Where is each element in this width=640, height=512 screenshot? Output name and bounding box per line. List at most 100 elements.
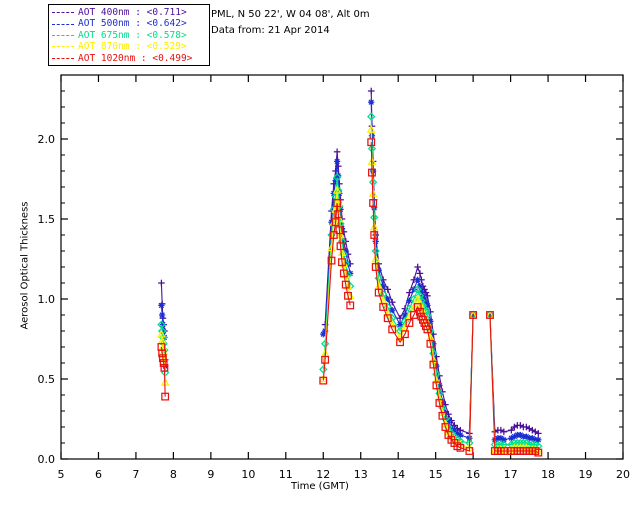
x-tick-label: 12 [316,468,330,481]
data-point-square [333,199,342,207]
data-point-triangle [336,230,345,239]
data-point-square [383,314,392,323]
data-point-square [344,291,352,300]
data-point-diamond [516,438,525,448]
x-tick-label: 8 [170,468,177,481]
data-point-square [413,303,422,311]
series-line [489,314,539,434]
data-point-square [368,168,376,177]
y-axis: 0.0 0.5 1.0 1.5 2.0 [38,90,623,466]
y-tick-label: 1.0 [38,293,56,306]
y-tick-label: 0.5 [38,373,56,386]
x-tick-label: 20 [616,468,630,481]
data-point-plus [497,426,505,434]
legend-item-label: AOT 1020nm : <0.499> [78,52,193,64]
data-point-square [441,423,450,431]
data-point-plus [414,263,421,271]
data-point-asterisk [500,436,507,443]
x-tick-label: 17 [504,468,518,481]
y-tick-label: 2.0 [38,133,56,146]
data-point-square [339,269,348,278]
x-tick-label: 13 [354,468,368,481]
data-point-asterisk [535,436,542,443]
x-axis-title: Time (GMT) [291,481,349,492]
data-point-asterisk [389,307,396,314]
series-line [489,314,539,441]
legend-item-label: AOT 870nm : <0.529> [78,41,187,53]
data-point-square [338,258,346,267]
data-point-square [329,231,338,239]
data-point-square [159,359,168,367]
data-point-plus [508,426,515,434]
data-point-square [371,263,380,271]
data-point-plus [517,422,524,429]
data-point-plus [406,289,413,296]
x-tick-label: 9 [207,468,214,481]
data-point-square [341,280,350,289]
data-point-square [438,411,447,420]
series-layer [157,87,543,457]
data-point-square [319,376,328,385]
legend-line-swatch-icon [52,23,74,25]
data-point-diamond [367,112,376,121]
x-tick-label: 10 [241,468,255,481]
data-point-plus [416,270,424,277]
y-axis-title: Aerosol Optical Thickness [19,201,31,330]
data-point-square [160,363,169,372]
series-aot-675nm [157,112,543,451]
data-point-square [370,231,379,239]
legend-item-label: AOT 400nm : <0.711> [78,7,187,18]
data-point-triangle [413,294,423,303]
x-tick-label: 19 [579,468,593,481]
legend-item-400nm: AOT 400nm : <0.711> [52,7,206,18]
data-point-square [327,256,336,265]
data-point-diamond [519,438,528,448]
x-tick-label: 6 [95,468,102,481]
x-axis: 5 6 7 8 9 10 11 12 13 14 15 16 17 18 19 20 [58,75,630,481]
plot-annotation: PML, N 50 22', W 04 08', Alt 0m Data fro… [211,7,370,39]
series-line [370,90,474,435]
data-point-square [499,447,508,455]
data-point-asterisk [457,431,464,439]
legend-item-870nm: AOT 870nm : <0.529> [52,41,206,52]
data-point-square [429,360,438,369]
data-point-plus [333,148,341,156]
data-point-square [321,355,330,364]
data-point-square [336,242,345,251]
legend-line-swatch-icon [52,57,74,59]
data-point-square [388,325,397,334]
data-point-square [334,210,343,219]
legend-item-1020nm: AOT 1020nm : <0.499> [52,53,206,64]
data-point-square [335,226,344,235]
data-point-square [379,303,388,311]
station-info: PML, N 50 22', W 04 08', Alt 0m [211,9,370,20]
data-point-asterisk [396,321,404,328]
x-tick-label: 14 [391,468,405,481]
data-point-triangle [157,329,166,338]
series-line [370,102,474,439]
x-tick-label: 15 [429,468,443,481]
data-point-square [426,339,435,348]
data-point-square [161,392,170,401]
date-info: Data from: 21 Apr 2014 [211,25,330,36]
data-point-square [486,311,494,319]
data-point-plus [535,430,542,437]
data-point-square [469,311,478,319]
legend-item-label: AOT 675nm : <0.578> [78,29,187,41]
data-point-triangle [318,374,328,383]
series-line [370,129,474,449]
legend-line-swatch-icon [52,34,74,36]
legend-item-label: AOT 500nm : <0.642> [78,18,187,30]
data-point-square [432,381,441,390]
legend-item-500nm: AOT 500nm : <0.642> [52,18,206,29]
data-point-triangle [337,247,347,257]
data-point-plus [367,87,375,95]
data-point-diamond [332,173,342,182]
data-point-square [405,319,414,327]
x-tick-label: 11 [279,468,293,481]
data-point-diamond [413,285,422,294]
legend-line-swatch-icon [52,46,74,48]
data-point-square [435,399,444,407]
data-point-plus [532,428,539,436]
